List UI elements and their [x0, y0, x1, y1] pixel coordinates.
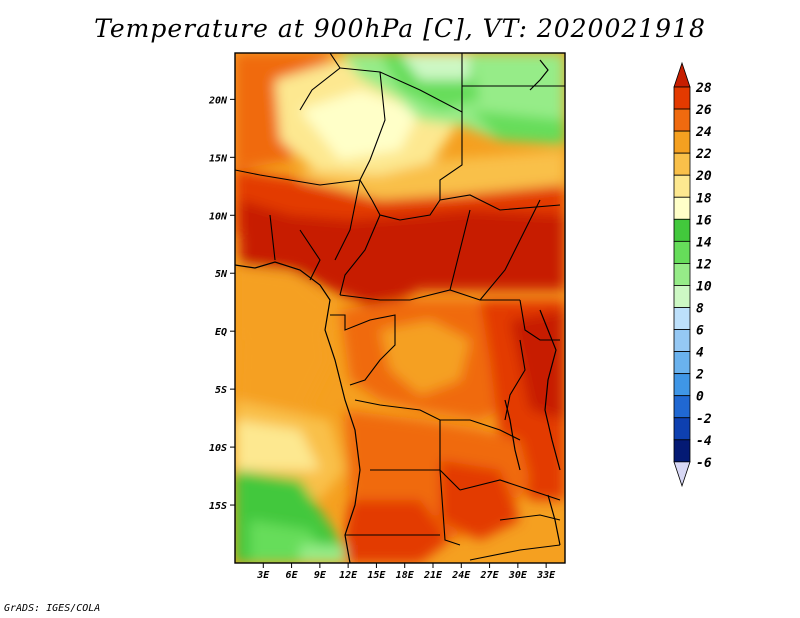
lat-tick-label: EQ [215, 327, 227, 338]
colorbar-segment [673, 395, 691, 419]
temperature-field [235, 53, 565, 563]
lon-tick-label: 12E [339, 570, 358, 581]
colorbar-segment [673, 130, 691, 154]
colorbar-label: -6 [696, 456, 712, 471]
lat-tick-label: 20N [208, 95, 228, 106]
colorbar-label: 20 [695, 169, 712, 184]
colorbar-segment [673, 439, 691, 463]
lon-tick-label: 18E [396, 570, 415, 581]
colorbar-label: 2 [695, 368, 704, 383]
lon-tick-label: 15E [367, 570, 386, 581]
lon-tick-label: 9E [314, 570, 327, 581]
colorbar-label: 14 [696, 235, 712, 250]
colorbar-label: 18 [696, 191, 712, 206]
lon-tick-label: 30E [508, 570, 528, 581]
lon-tick-label: 6E [286, 570, 299, 581]
colorbar-segment [673, 86, 691, 110]
colorbar-segment [673, 152, 691, 176]
colorbar-bottom-arrow [673, 461, 691, 488]
colorbar-segment [673, 262, 691, 286]
colorbar-label: 6 [696, 324, 704, 339]
colorbar-segment [673, 285, 691, 308]
colorbar-segment [673, 196, 691, 220]
colorbar-segment [673, 174, 691, 198]
colorbar-label: 4 [696, 346, 704, 361]
lon-tick-label: 21E [423, 570, 443, 581]
colorbar-segment [673, 351, 691, 375]
colorbar-segment [673, 417, 691, 441]
grads-credit: GrADS: IGES/COLA [4, 603, 101, 614]
colorbar-segment [673, 329, 691, 352]
colorbar-label: -4 [696, 434, 712, 449]
colorbar-segment [673, 373, 691, 397]
colorbar-top-arrow [673, 61, 691, 88]
lat-tick-label: 15S [209, 501, 227, 512]
colorbar-label: 28 [695, 81, 712, 96]
colorbar-label: 24 [695, 125, 712, 140]
plot-frame [234, 52, 566, 564]
colorbar-segment [673, 218, 691, 242]
lon-tick-label: 3E [256, 570, 270, 581]
colorbar-label: 10 [696, 279, 712, 294]
colorbar-segment [673, 307, 691, 330]
lon-tick-label: 33E [536, 570, 556, 581]
map-axes: 20N 15N 10N 5N EQ 5S 10S 15S 3E 6E 9E 12E 15E 18E 21E 2… [208, 95, 556, 581]
country-borders [235, 53, 565, 561]
colorbar-segment [673, 108, 691, 132]
colorbar-label: 22 [695, 147, 712, 162]
colorbar-label: 26 [695, 103, 712, 118]
lat-tick-label: 10S [209, 443, 227, 454]
lat-tick-label: 5S [215, 385, 227, 396]
lat-tick-label: 15N [209, 153, 228, 164]
colorbar-label: 0 [696, 390, 704, 405]
colorbar-label: -2 [696, 412, 712, 427]
colorbar-label: 12 [696, 257, 712, 272]
colorbar-label: 16 [696, 213, 712, 228]
coastline [235, 59, 561, 563]
colorbar-segment [673, 240, 691, 264]
lon-tick-label: 24E [451, 570, 471, 581]
map-title: Temperature at 900hPa [C], VT: 202002191… [94, 14, 706, 43]
lon-tick-label: 27E [480, 570, 500, 581]
lat-tick-label: 10N [209, 211, 228, 222]
lat-tick-label: 5N [215, 269, 228, 280]
colorbar-label: 8 [696, 302, 704, 317]
